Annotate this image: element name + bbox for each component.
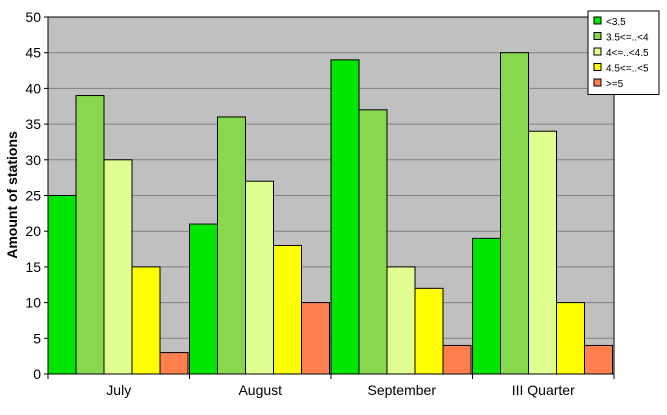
legend-label: 4.5<=..<5 xyxy=(606,64,649,75)
bar xyxy=(189,223,218,375)
legend-label: <3.5 xyxy=(606,17,626,28)
bar xyxy=(442,344,472,375)
bar xyxy=(159,352,189,375)
y-tick-label: 25 xyxy=(25,188,41,204)
bar xyxy=(414,287,444,375)
legend-swatch xyxy=(593,63,602,71)
x-tick-label: III Quarter xyxy=(512,382,575,398)
y-tick-label: 15 xyxy=(25,259,41,275)
legend-label: 4<=..<4.5 xyxy=(606,48,649,59)
y-axis-ticks: 0 5 10 15 20 25 30 35 40 45 50 xyxy=(25,9,48,382)
legend-swatch xyxy=(593,47,602,56)
bar xyxy=(386,266,416,375)
y-tick-label: 10 xyxy=(25,295,41,311)
bar xyxy=(273,244,302,375)
x-tick-label: September xyxy=(368,382,437,398)
bar xyxy=(301,302,330,375)
bar xyxy=(217,116,246,375)
bar xyxy=(556,302,585,375)
bar xyxy=(358,109,388,375)
x-tick-label: August xyxy=(238,382,282,398)
y-tick-label: 35 xyxy=(25,116,41,132)
x-axis-ticks: July August September III Quarter xyxy=(47,374,615,398)
bar xyxy=(584,344,613,375)
bar xyxy=(245,180,274,375)
y-tick-label: 40 xyxy=(25,80,41,96)
bar xyxy=(500,52,529,375)
y-tick-label: 45 xyxy=(25,45,41,61)
y-axis-label: Amount of stations xyxy=(4,131,20,259)
bar xyxy=(103,159,133,375)
bar xyxy=(131,266,161,375)
legend-swatch xyxy=(593,78,602,87)
y-tick-label: 0 xyxy=(33,366,41,382)
bar xyxy=(75,95,105,375)
bar xyxy=(47,195,77,375)
legend-label: >=5 xyxy=(606,79,624,90)
legend: <3.5 3.5<=..<4 4<=..<4.5 4.5<=..<5 >=5 xyxy=(587,10,660,95)
y-tick-label: 30 xyxy=(25,152,41,168)
legend-swatch xyxy=(593,16,602,25)
bar xyxy=(528,130,557,375)
y-tick-label: 20 xyxy=(25,223,41,239)
x-tick-label: July xyxy=(106,382,131,398)
bar xyxy=(472,237,501,375)
bars xyxy=(47,52,613,375)
legend-swatch xyxy=(593,32,602,40)
y-tick-label: 50 xyxy=(25,9,41,25)
bar xyxy=(330,59,360,375)
y-tick-label: 5 xyxy=(33,330,41,346)
legend-label: 3.5<=..<4 xyxy=(606,33,649,44)
